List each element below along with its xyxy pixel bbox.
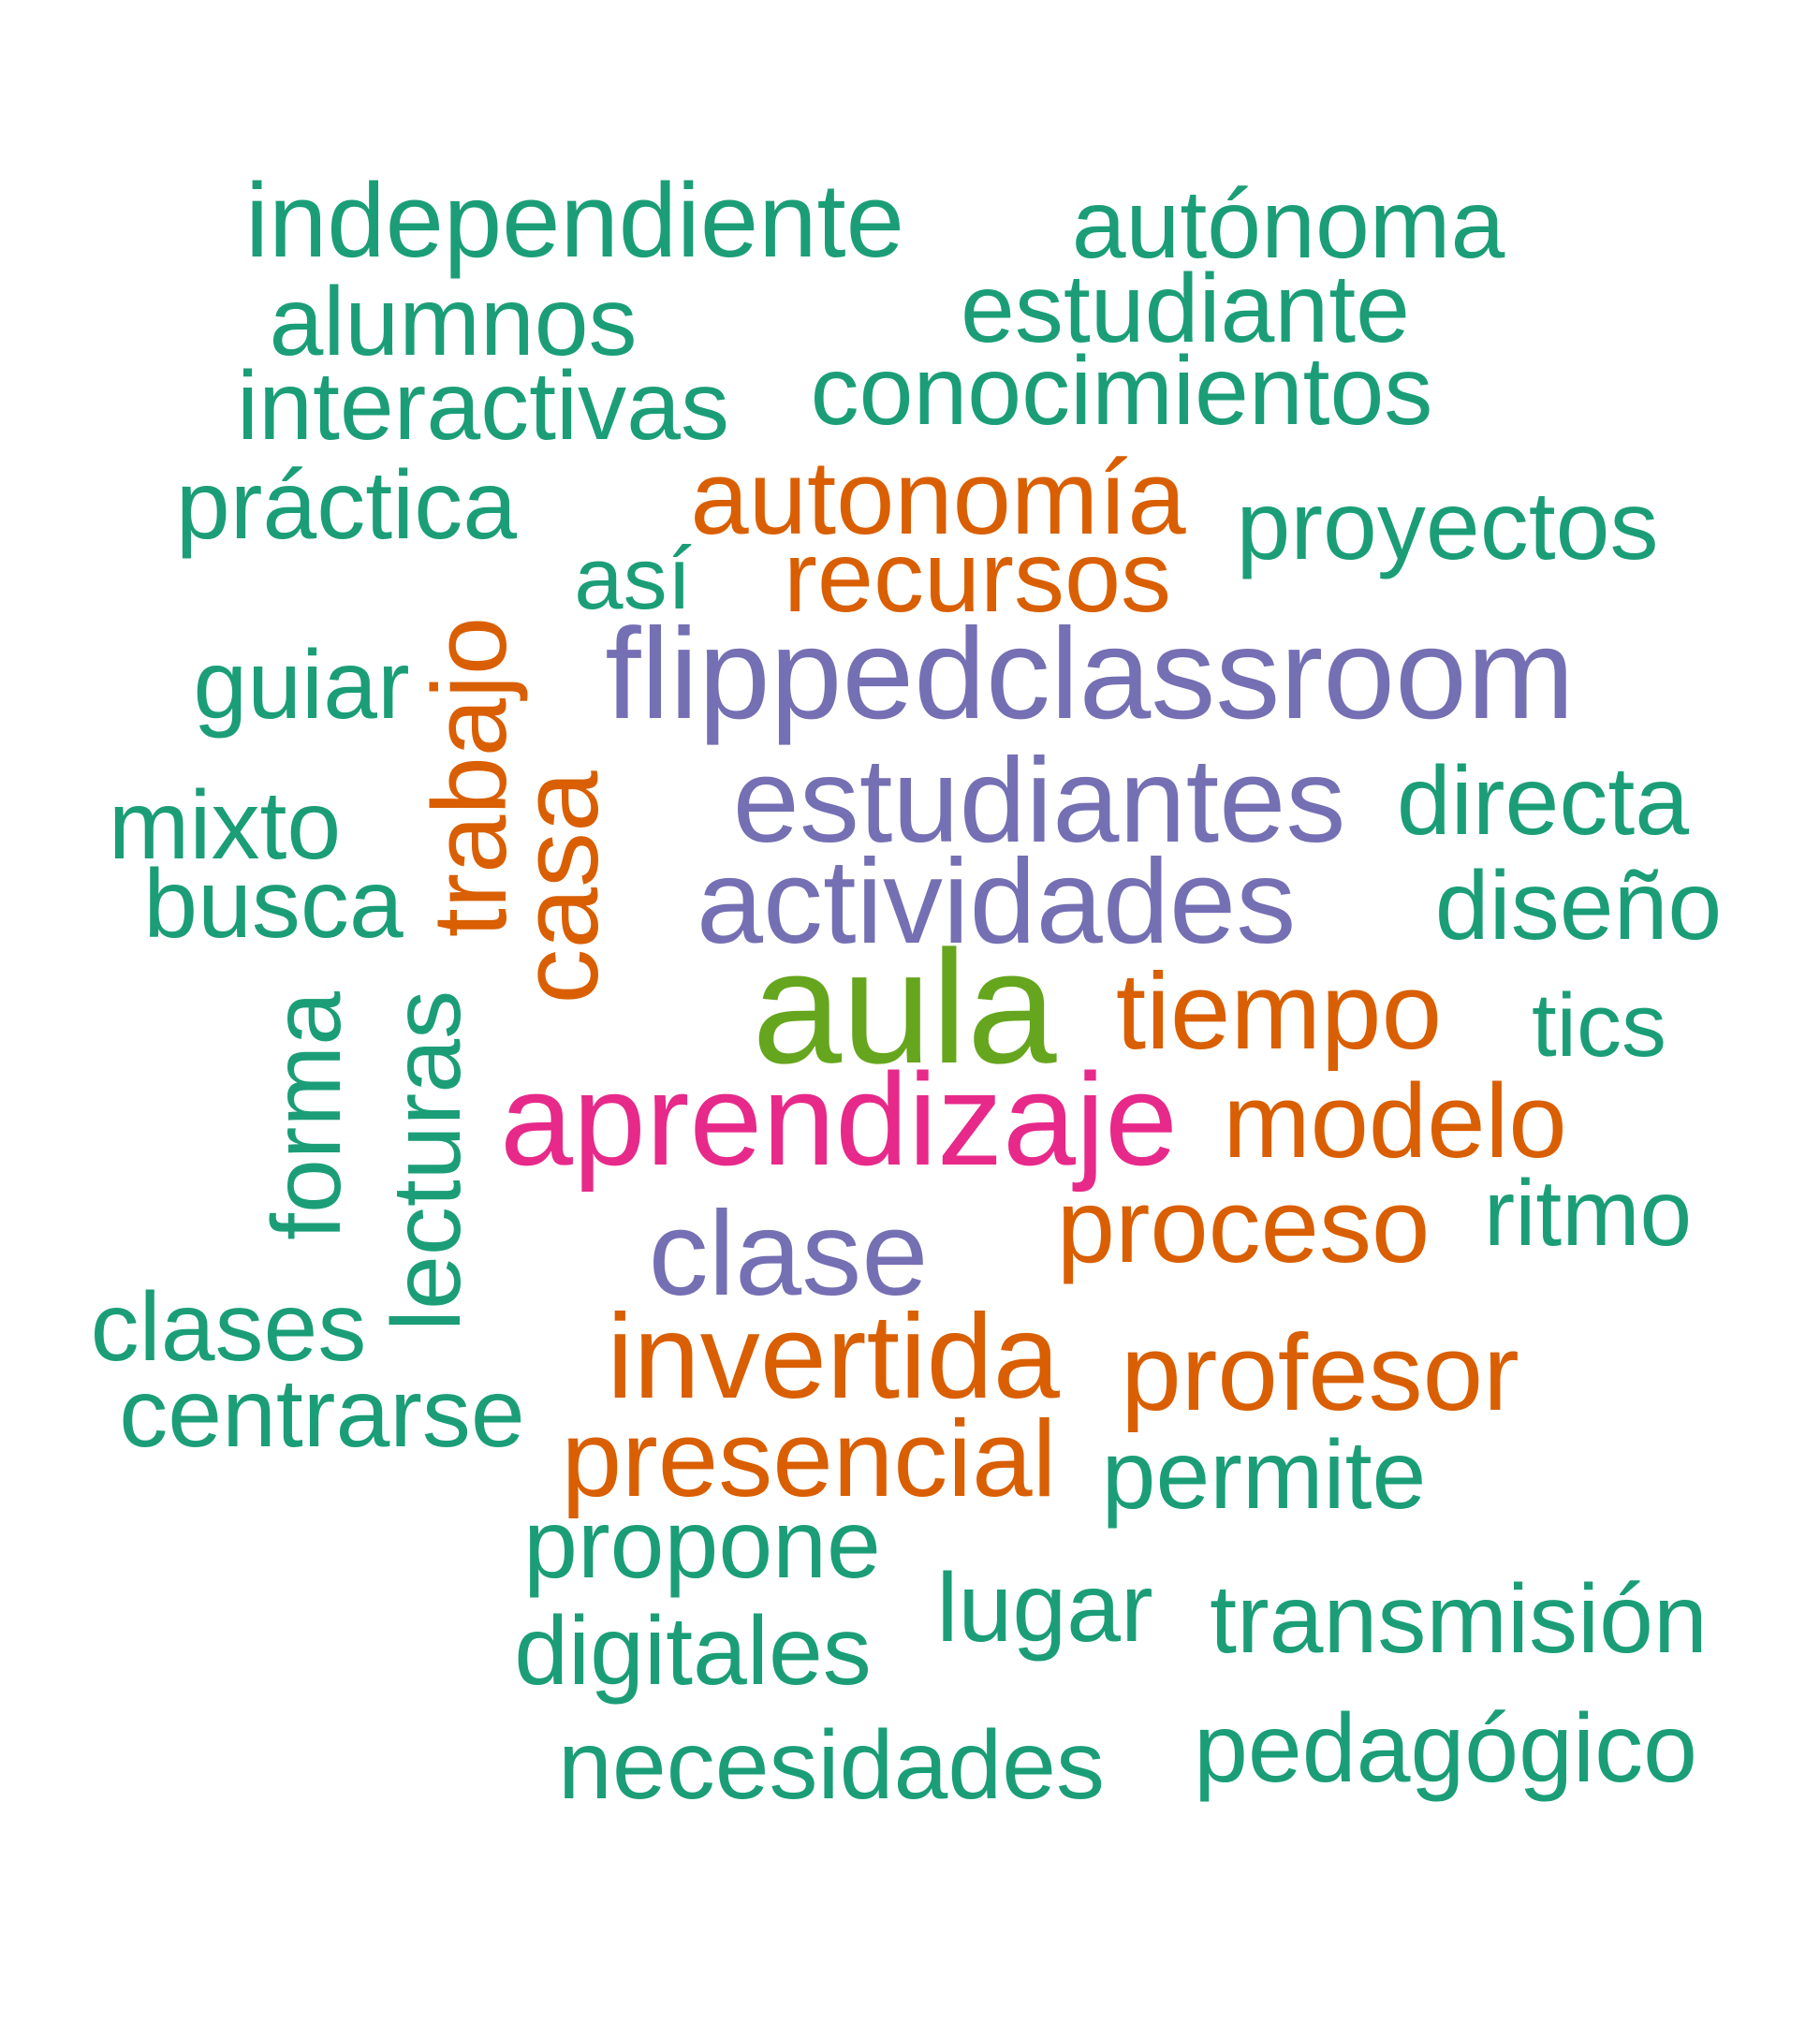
word-estudiante: estudiante [961, 255, 1410, 363]
word-actividades: actividades [696, 835, 1297, 969]
word-tiempo: tiempo [1115, 950, 1443, 1072]
word-presencial: presencial [561, 1398, 1057, 1519]
word-estudiantes: estudiantes [732, 734, 1346, 868]
word-necesidades: necesidades [558, 1711, 1105, 1820]
word-propone: propone [523, 1490, 881, 1599]
word-forma: forma [253, 991, 361, 1240]
word-flippedclassroom: flippedclassroom [605, 602, 1575, 746]
word-practica: práctica [175, 451, 518, 560]
word-transmision: transmisión [1210, 1565, 1708, 1674]
word-interactivas: interactivas [237, 352, 729, 461]
word-autonomia: autonomía [690, 439, 1186, 556]
word-independiente: independiente [245, 162, 904, 279]
word-lugar: lugar [936, 1554, 1153, 1663]
word-modelo: modelo [1223, 1062, 1567, 1180]
word-centrarse: centrarse [119, 1359, 525, 1468]
word-clase: clase [648, 1187, 929, 1321]
word-diseno: diseño [1434, 852, 1723, 960]
word-busca: busca [143, 850, 404, 959]
word-casa: casa [498, 770, 622, 1004]
word-directa: directa [1396, 747, 1690, 856]
word-proyectos: proyectos [1236, 472, 1659, 580]
word-proceso: proceso [1056, 1167, 1431, 1284]
word-clases: clases [90, 1273, 367, 1382]
word-pedagogico: pedagógico [1194, 1694, 1697, 1803]
word-profesor: profesor [1121, 1311, 1519, 1433]
word-mixto: mixto [108, 771, 342, 880]
word-invertida: invertida [607, 1290, 1060, 1424]
word-asi: así [574, 529, 692, 627]
word-alumnos: alumnos [269, 268, 638, 376]
word-digitales: digitales [514, 1597, 872, 1706]
word-aprendizaje: aprendizaje [500, 1046, 1178, 1193]
word-lecturas: lecturas [373, 989, 481, 1332]
word-permite: permite [1101, 1421, 1427, 1530]
word-conocimientos: conocimientos [810, 337, 1433, 446]
word-tics: tics [1532, 975, 1666, 1076]
word-ritmo: ritmo [1483, 1161, 1693, 1266]
word-aula: aula [752, 917, 1057, 1097]
word-recursos: recursos [783, 520, 1172, 633]
word-guiar: guiar [193, 631, 410, 740]
word-autonoma: autónoma [1071, 170, 1505, 279]
